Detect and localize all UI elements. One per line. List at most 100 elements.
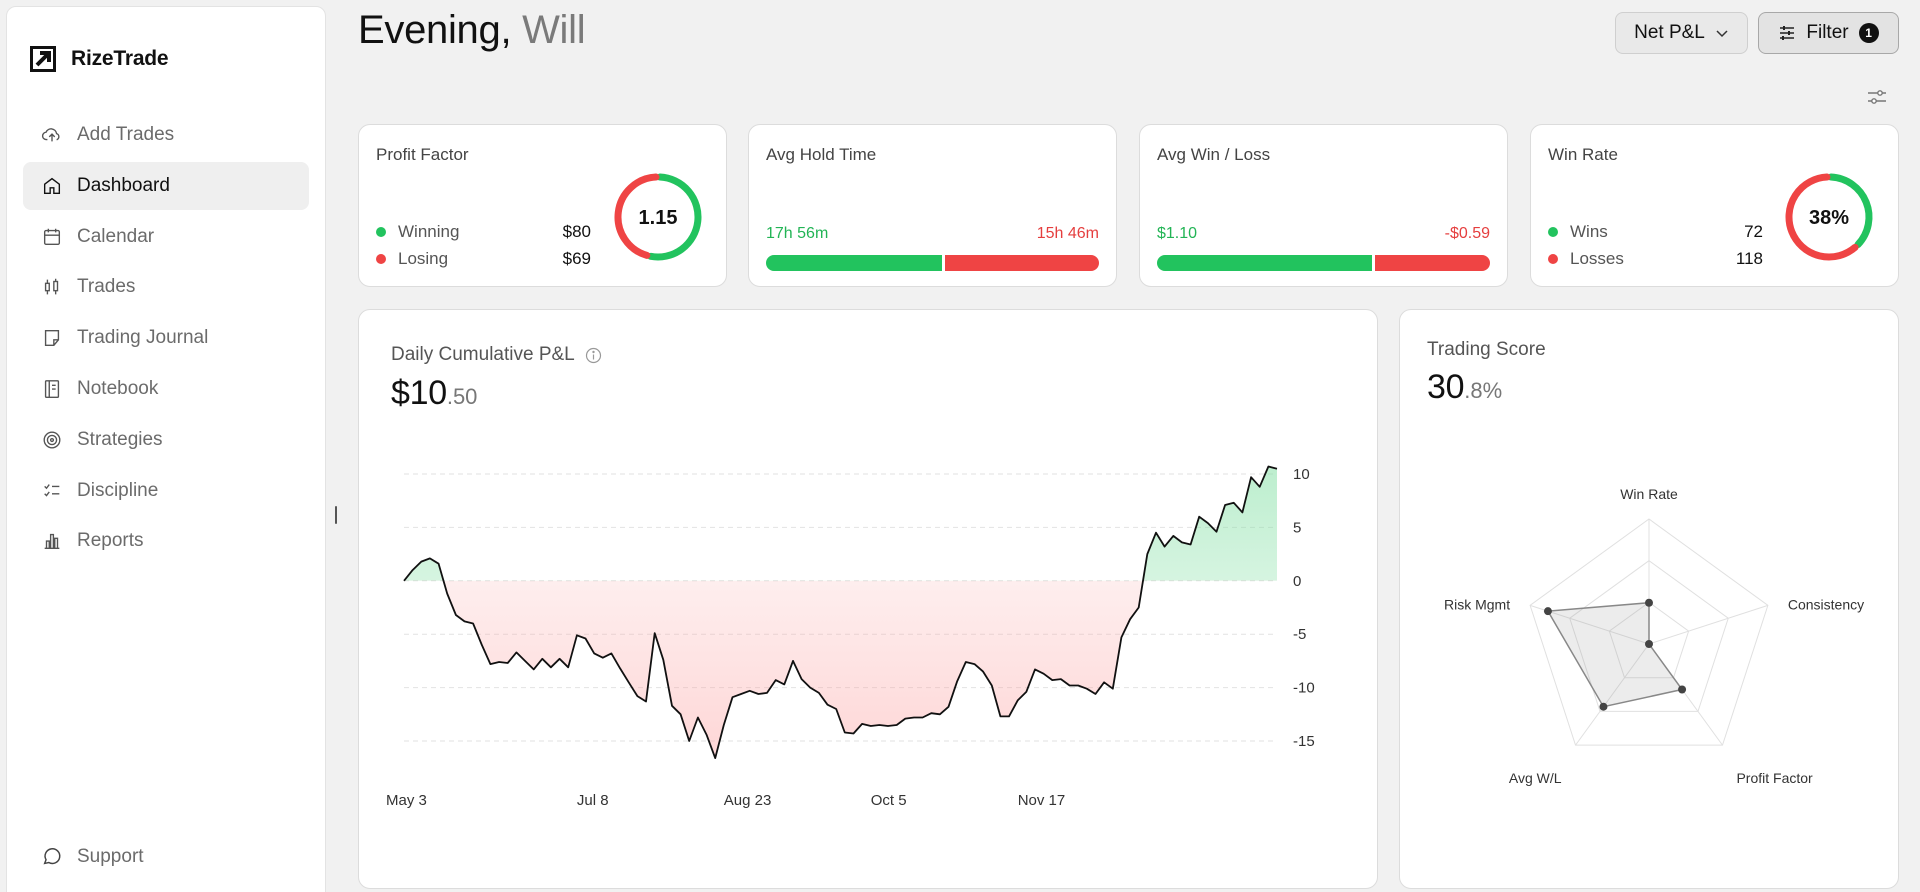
profit-factor-value: 1.15 — [638, 207, 678, 229]
avg-hold-time-card: Avg Hold Time 17h 56m 15h 46m — [748, 124, 1117, 287]
sidebar-item-trades[interactable]: Trades — [23, 263, 309, 311]
avg-hold-time-title: Avg Hold Time — [766, 145, 877, 164]
hold-time-loss: 15h 46m — [1036, 225, 1099, 242]
radar-axis-label: Win Rate — [1620, 486, 1678, 502]
radar-point — [1645, 640, 1653, 648]
pnl-line — [403, 465, 1278, 759]
y-tick-label: 10 — [1293, 466, 1310, 483]
sidebar-item-label: Dashboard — [77, 174, 170, 196]
profit-factor-gauge — [614, 173, 702, 261]
filter-button[interactable]: Filter 1 — [1758, 12, 1899, 54]
avg-win-bar — [1157, 255, 1372, 271]
gauge-win-arc — [647, 173, 702, 261]
radar-point — [1543, 607, 1552, 616]
sliders-icon — [1780, 26, 1795, 40]
win-rate-title: Win Rate — [1548, 145, 1618, 164]
radar-axis-label: Avg W/L — [1509, 770, 1562, 786]
radar-series — [1546, 601, 1684, 708]
brand[interactable]: RizeTrade — [29, 45, 169, 73]
hold-time-labels: 17h 56m 15h 46m — [766, 225, 1099, 243]
x-tick-label: Oct 5 — [871, 792, 907, 809]
sidebar-item-label: Support — [77, 846, 144, 867]
sidebar-item-label: Trading Journal — [77, 327, 209, 349]
x-tick-label: Nov 17 — [1018, 792, 1066, 809]
y-tick-label: 5 — [1293, 519, 1301, 536]
radar-point — [1678, 685, 1687, 694]
hold-time-bar — [766, 255, 1099, 271]
sidebar-item-label: Trades — [77, 276, 136, 298]
logo-icon — [30, 46, 56, 72]
sidebar-item-dashboard[interactable]: Dashboard — [23, 161, 309, 210]
sidebar-item-trading-journal[interactable]: Trading Journal — [23, 314, 309, 362]
daily-pnl-value: $10.50 — [391, 374, 477, 413]
negative-area — [404, 580, 1277, 759]
winning-value: $80 — [562, 222, 591, 241]
y-tick-label: 0 — [1293, 573, 1301, 590]
sidebar-item-label: Discipline — [77, 479, 159, 501]
target-icon — [41, 429, 63, 451]
sidebar-nav: Add Trades Dashboard Calendar Trades Trading… — [23, 111, 309, 568]
sidebar-item-notebook[interactable]: Notebook — [23, 365, 309, 413]
win-rate-value: 38% — [1808, 207, 1850, 229]
hold-time-win: 17h 56m — [766, 225, 829, 242]
radar-axis — [1648, 604, 1769, 645]
daily-pnl-chart[interactable]: 10 5 0 -5 -10 -15 May 3 Jul 8 Aug 23 Oct 5 Nov 17 — [359, 310, 1379, 890]
pnl-dropdown[interactable]: Net P&L — [1615, 12, 1748, 54]
gauge-win-arc — [1827, 173, 1873, 249]
avg-win-value: $1.10 — [1157, 225, 1198, 242]
avg-loss-value: -$0.59 — [1444, 225, 1490, 242]
radar-grid — [1608, 601, 1690, 679]
home-icon — [41, 175, 63, 197]
wins-label: Wins — [1570, 222, 1608, 241]
win-dot — [376, 227, 386, 237]
trading-score-radar[interactable]: Win Rate Consistency Profit Factor Avg W/L R… — [1400, 310, 1900, 890]
candlestick-icon — [41, 276, 63, 298]
chevron-down-icon — [1716, 30, 1728, 38]
sidebar-resize-handle[interactable] — [335, 506, 337, 524]
gauge-loss-arc — [1785, 173, 1859, 261]
radar-axis-label: Profit Factor — [1736, 770, 1813, 786]
calendar-icon — [41, 226, 63, 248]
win-loss-labels: $1.10 -$0.59 — [1157, 225, 1490, 243]
positive-area — [404, 466, 1277, 581]
sidebar-item-support[interactable]: Support — [23, 833, 309, 881]
x-tick-label: Jul 8 — [577, 792, 609, 809]
sidebar: RizeTrade Add Trades Dashboard Calendar Tra… — [6, 6, 326, 892]
sidebar-item-discipline[interactable]: Discipline — [23, 467, 309, 515]
sidebar-item-add-trades[interactable]: Add Trades — [23, 111, 309, 159]
y-tick-label: -15 — [1293, 733, 1315, 750]
daily-pnl-title: Daily Cumulative P&L — [391, 344, 602, 366]
radar-point — [1645, 598, 1653, 607]
gauge-loss-arc — [614, 173, 660, 259]
avg-win-loss-card: Avg Win / Loss $1.10 -$0.59 — [1139, 124, 1508, 287]
sidebar-item-reports[interactable]: Reports — [23, 517, 309, 565]
losses-label: Losses — [1570, 249, 1624, 268]
adjust-settings-icon[interactable] — [1866, 86, 1888, 108]
app-name: RizeTrade — [71, 47, 169, 70]
legend-losses: Losses 118 — [1548, 249, 1763, 269]
losing-value: $69 — [562, 249, 591, 268]
info-icon[interactable] — [585, 347, 602, 364]
filter-count-badge: 1 — [1858, 23, 1879, 43]
radar-grid — [1529, 518, 1769, 746]
user-name: Will — [522, 8, 586, 52]
legend-winning: Winning $80 — [376, 222, 591, 242]
chat-bubble-icon — [41, 846, 63, 868]
loss-dot — [1548, 254, 1558, 264]
winning-label: Winning — [398, 222, 460, 241]
sidebar-item-label: Notebook — [77, 377, 159, 399]
sidebar-item-label: Reports — [77, 530, 144, 552]
trading-score-value: 30.8% — [1427, 368, 1502, 407]
sidebar-item-strategies[interactable]: Strategies — [23, 416, 309, 464]
hold-time-win-bar — [766, 255, 942, 271]
trading-score-value-main: 30 — [1427, 368, 1465, 406]
daily-pnl-value-frac: .50 — [446, 384, 478, 409]
avg-win-loss-title: Avg Win / Loss — [1157, 145, 1271, 164]
x-tick-label: May 3 — [386, 792, 427, 809]
note-icon — [41, 327, 63, 349]
y-tick-label: -10 — [1293, 680, 1315, 697]
sidebar-item-calendar[interactable]: Calendar — [23, 213, 309, 261]
radar-point — [1599, 702, 1608, 711]
profit-factor-title: Profit Factor — [376, 145, 469, 164]
avg-loss-bar — [1374, 255, 1490, 271]
